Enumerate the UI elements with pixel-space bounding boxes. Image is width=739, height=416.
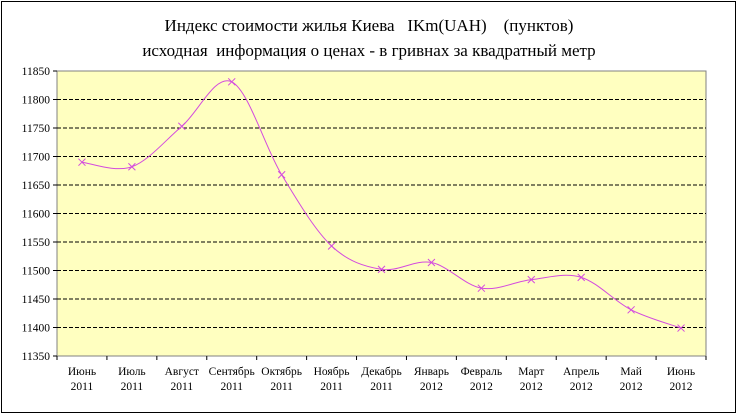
data-point-marker — [78, 158, 86, 167]
chart-title-line2: исходная информация о ценах - в гривнах … — [142, 41, 595, 60]
x-tick-label: Июнь 2012 — [667, 366, 695, 393]
data-point-marker — [677, 324, 685, 332]
x-tick-label: Май 2012 — [620, 366, 643, 393]
x-axis-ticks: Июнь 2011 Июль 2011 Август 2011 Сентябрь 2011Ок… — [56, 356, 707, 393]
data-point-marker — [627, 305, 635, 314]
data-point-marker — [327, 242, 336, 250]
x-tick-label: Январь 2012 — [414, 366, 449, 393]
data-point-marker — [227, 77, 236, 86]
y-tick-label: 11600 — [22, 209, 51, 221]
x-tick-label: Октябрь 2011 — [261, 366, 302, 393]
data-point-marker — [477, 284, 486, 293]
data-point-marker — [577, 273, 586, 282]
data-point-marker — [427, 258, 436, 267]
y-tick-label: 11800 — [22, 95, 51, 107]
data-point-marker — [527, 275, 536, 284]
x-tick-label: Июнь 2011 — [68, 366, 96, 393]
data-point-marker — [377, 265, 386, 274]
data-point-marker — [177, 122, 186, 131]
y-tick-label: 11450 — [22, 294, 51, 306]
x-tick-label: Август 2011 — [165, 366, 199, 393]
x-tick-label: Сентябрь 2011 — [209, 366, 255, 393]
data-point-marker — [128, 162, 136, 171]
y-axis-ticks: 11350 11400 11450 11500 11550 11600 11650 11700… — [22, 66, 57, 363]
x-tick-label: Февраль 2012 — [461, 366, 503, 393]
y-tick-label: 11500 — [22, 266, 51, 278]
y-tick-label: 11750 — [22, 123, 51, 135]
x-tick-label: Июль 2011 — [118, 366, 146, 393]
data-point-marker — [277, 170, 286, 179]
gridlines — [57, 99, 706, 328]
y-tick-label: 11650 — [22, 180, 51, 192]
x-tick-label: Декабрь 2011 — [361, 366, 401, 393]
y-tick-label: 11850 — [22, 66, 51, 78]
y-tick-label: 11350 — [22, 351, 51, 363]
x-tick-label: Апрель 2012 — [563, 366, 599, 393]
x-tick-label: Март 2012 — [518, 366, 544, 393]
series-markers — [78, 77, 685, 332]
chart-title-line1: Индекс стоимости жилья Киева IKm(UAH) (п… — [165, 16, 574, 35]
y-tick-label: 11700 — [22, 152, 51, 164]
x-tick-label: Ноябрь 2011 — [314, 366, 350, 393]
y-tick-label: 11550 — [22, 237, 51, 249]
y-tick-label: 11400 — [22, 323, 51, 335]
